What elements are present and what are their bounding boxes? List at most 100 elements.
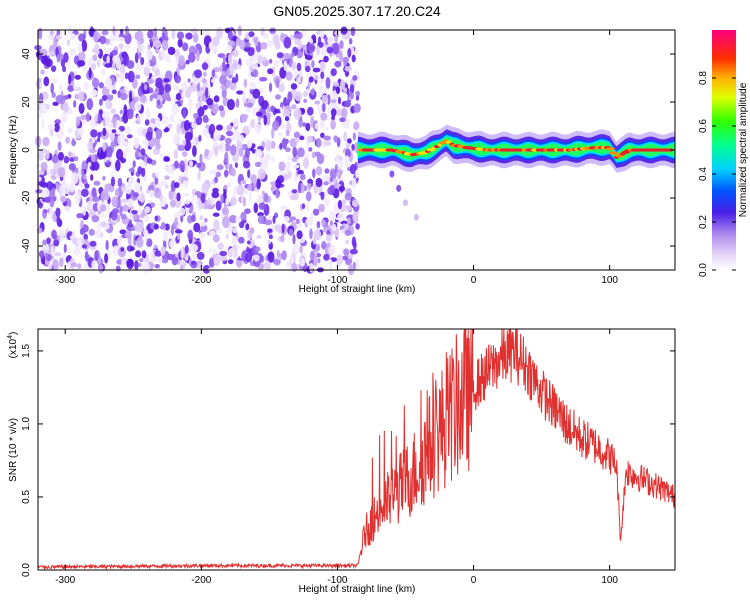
noise-blob: [213, 66, 221, 73]
noise-blob: [58, 95, 66, 105]
noise-blob: [161, 259, 168, 264]
noise-blob: [209, 230, 216, 237]
noise-blob: [302, 157, 310, 169]
noise-blob: [85, 112, 90, 122]
noise-blob: [293, 131, 300, 139]
snr-x-axis-label: Height of straight line (km): [299, 584, 416, 595]
noise-blob: [271, 66, 276, 77]
noise-blob: [211, 191, 220, 199]
noise-blob: [221, 61, 226, 68]
noise-blob: [45, 149, 50, 160]
noise-blob: [38, 150, 45, 161]
noise-blob: [68, 151, 72, 157]
noise-blob: [231, 35, 238, 41]
noise-blob: [78, 103, 85, 114]
noise-blob: [98, 213, 105, 218]
noise-blob: [117, 129, 121, 135]
noise-blob: [72, 247, 81, 256]
noise-blob: [293, 33, 302, 39]
noise-blob: [191, 260, 196, 265]
noise-blob: [132, 78, 138, 89]
noise-blob: [59, 257, 64, 268]
noise-blob: [155, 77, 163, 86]
noise-blob: [50, 168, 55, 175]
noise-blob: [134, 101, 142, 112]
noise-blob: [340, 199, 347, 205]
y-tick-label: 1.0: [21, 417, 32, 431]
noise-blob: [301, 203, 306, 210]
noise-blob: [47, 34, 55, 40]
noise-blob: [52, 234, 58, 240]
noise-blob: [153, 223, 159, 230]
noise-blob: [218, 105, 224, 112]
noise-blob: [248, 190, 252, 202]
noise-blob: [234, 162, 238, 169]
noise-blob: [281, 250, 287, 261]
x-tick-label: -100: [327, 575, 347, 586]
noise-blob: [58, 84, 63, 91]
noise-blob: [156, 99, 161, 106]
noise-blob: [139, 161, 147, 169]
noise-blob: [45, 196, 50, 204]
noise-blob: [147, 184, 155, 192]
noise-blob: [232, 227, 238, 234]
noise-blob: [266, 106, 272, 113]
noise-blob: [298, 117, 303, 128]
noise-blob: [219, 255, 228, 262]
noise-blob: [42, 136, 50, 147]
noise-blob: [99, 204, 107, 212]
noise-blob: [174, 217, 179, 228]
noise-blob: [224, 151, 229, 163]
noise-blob: [250, 119, 256, 129]
noise-blob: [320, 29, 325, 38]
noise-blob: [311, 151, 316, 159]
noise-blob: [313, 229, 322, 241]
noise-blob: [267, 239, 271, 245]
noise-blob: [302, 122, 307, 127]
noise-blob: [349, 84, 355, 95]
noise-blob: [87, 161, 92, 167]
noise-blob: [247, 183, 253, 191]
noise-blob: [123, 204, 129, 213]
noise-blob: [296, 76, 301, 84]
ridge-core-segment: [606, 147, 615, 151]
noise-blob: [195, 102, 200, 109]
noise-blob: [309, 228, 313, 240]
noise-blob: [134, 52, 139, 64]
noise-blob: [180, 214, 184, 223]
noise-blob: [297, 147, 305, 158]
noise-blob: [112, 36, 119, 42]
noise-blob: [228, 31, 233, 41]
noise-blob: [173, 190, 177, 202]
noise-blob: [329, 220, 333, 227]
colorbar-tick-label: 0.8: [698, 71, 709, 85]
noise-blob: [80, 114, 87, 121]
noise-blob: [299, 173, 306, 181]
noise-blob: [135, 30, 144, 42]
noise-blob: [273, 60, 279, 70]
noise-blob: [62, 101, 69, 114]
noise-blob: [229, 197, 237, 206]
noise-blob: [213, 130, 221, 141]
noise-blob: [66, 39, 71, 46]
noise-blob: [258, 157, 267, 163]
noise-blob: [54, 119, 61, 125]
noise-blob: [205, 87, 209, 99]
noise-blob: [300, 258, 305, 263]
noise-blob: [191, 214, 196, 223]
noise-blob: [337, 212, 345, 222]
noise-blob: [267, 68, 274, 75]
noise-blob: [125, 184, 132, 195]
noise-blob: [251, 62, 259, 70]
noise-blob: [125, 147, 131, 153]
noise-blob: [144, 232, 148, 243]
noise-blob: [67, 26, 73, 36]
noise-blob: [82, 206, 87, 216]
noise-blob: [353, 103, 361, 113]
noise-blob: [336, 254, 343, 265]
noise-blob: [119, 207, 123, 217]
noise-blob: [240, 211, 247, 221]
noise-blob: [208, 257, 215, 269]
noise-blob: [260, 162, 269, 170]
